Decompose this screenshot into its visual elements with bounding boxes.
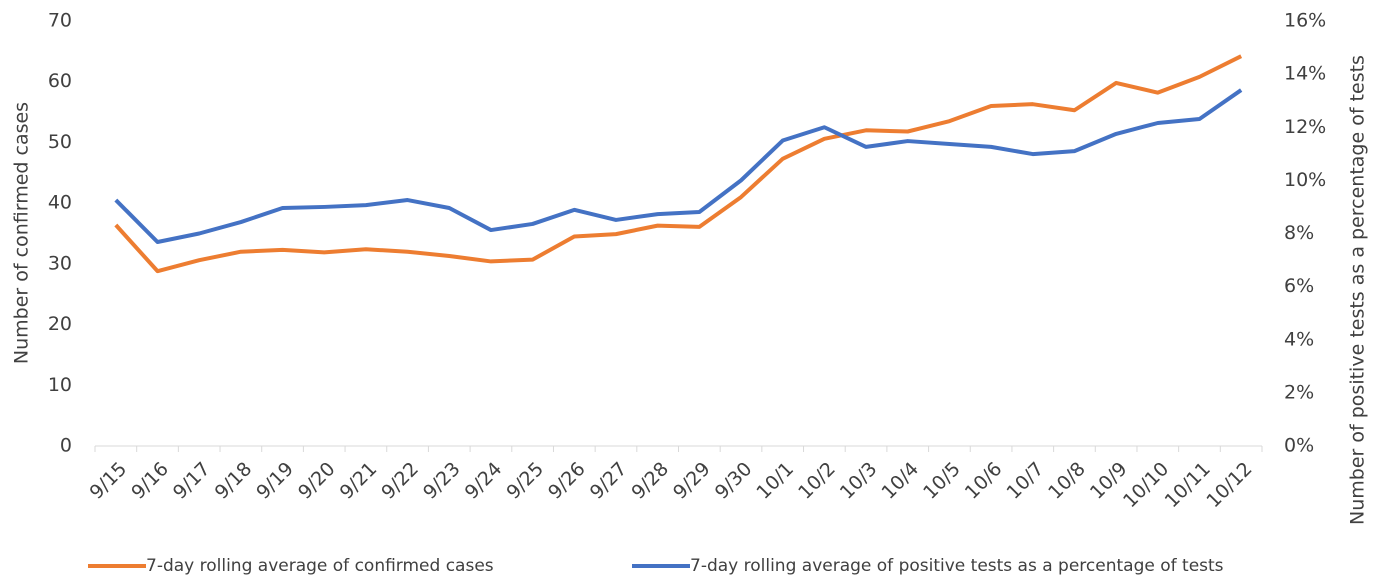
x-tick-label: 9/23	[419, 458, 465, 504]
legend: 7-day rolling average of confirmed cases…	[88, 556, 1224, 576]
series-line	[114, 54, 1243, 274]
y-tick-label: 60	[48, 70, 72, 92]
series-line	[114, 88, 1243, 244]
y2-tick-label: 0%	[1284, 435, 1314, 457]
x-tick-label: 9/25	[502, 458, 548, 504]
y2-tick-label: 12%	[1284, 116, 1326, 138]
x-tick-label: 9/19	[252, 458, 298, 504]
x-tick-label: 10/5	[919, 458, 965, 504]
x-tick-label: 10/12	[1202, 458, 1256, 512]
x-tick-label: 9/15	[86, 458, 132, 504]
legend-label: 7-day rolling average of positive tests …	[690, 556, 1224, 576]
y-tick-label: 0	[60, 435, 72, 457]
x-tick-label: 10/7	[1002, 458, 1048, 504]
y-tick-label: 40	[48, 192, 72, 214]
y2-axis-title: Number of positive tests as a percentage…	[1347, 55, 1369, 525]
x-tick-label: 9/16	[127, 458, 173, 504]
y2-tick-label: 10%	[1284, 169, 1326, 191]
y-tick-label: 10	[48, 374, 72, 396]
x-tick-label: 10/2	[794, 458, 840, 504]
legend-label: 7-day rolling average of confirmed cases	[146, 556, 494, 576]
x-tick-label: 10/4	[877, 458, 923, 504]
x-tick-label: 9/30	[711, 458, 757, 504]
y-tick-label: 30	[48, 252, 72, 274]
x-tick-label: 9/28	[627, 458, 673, 504]
x-tick-label: 10/3	[836, 458, 882, 504]
y2-tick-label: 8%	[1284, 222, 1314, 244]
y2-tick-label: 2%	[1284, 381, 1314, 403]
x-tick-label: 9/26	[544, 458, 590, 504]
y-axis-title: Number of confirmed cases	[11, 102, 33, 364]
x-tick-label: 10/10	[1119, 458, 1173, 512]
y2-tick-label: 4%	[1284, 328, 1314, 350]
x-tick-label: 10/11	[1161, 458, 1215, 512]
x-tick-label: 10/1	[752, 458, 798, 504]
y-tick-label: 50	[48, 131, 72, 153]
x-tick-label: 9/21	[336, 458, 382, 504]
x-tick-label: 9/27	[586, 458, 632, 504]
x-tick-label: 10/6	[961, 458, 1007, 504]
x-tick-label: 9/18	[211, 458, 257, 504]
y2-tick-label: 16%	[1284, 10, 1326, 32]
y2-tick-label: 6%	[1284, 275, 1314, 297]
x-tick-label: 10/8	[1044, 458, 1090, 504]
y2-tick-label: 14%	[1284, 63, 1326, 85]
x-tick-label: 9/17	[169, 458, 215, 504]
x-tick-label: 9/29	[669, 458, 715, 504]
x-tick-label: 9/24	[461, 458, 507, 504]
y-tick-label: 70	[48, 10, 72, 32]
y-tick-label: 20	[48, 313, 72, 335]
x-tick-label: 9/22	[377, 458, 423, 504]
x-tick-label: 9/20	[294, 458, 340, 504]
